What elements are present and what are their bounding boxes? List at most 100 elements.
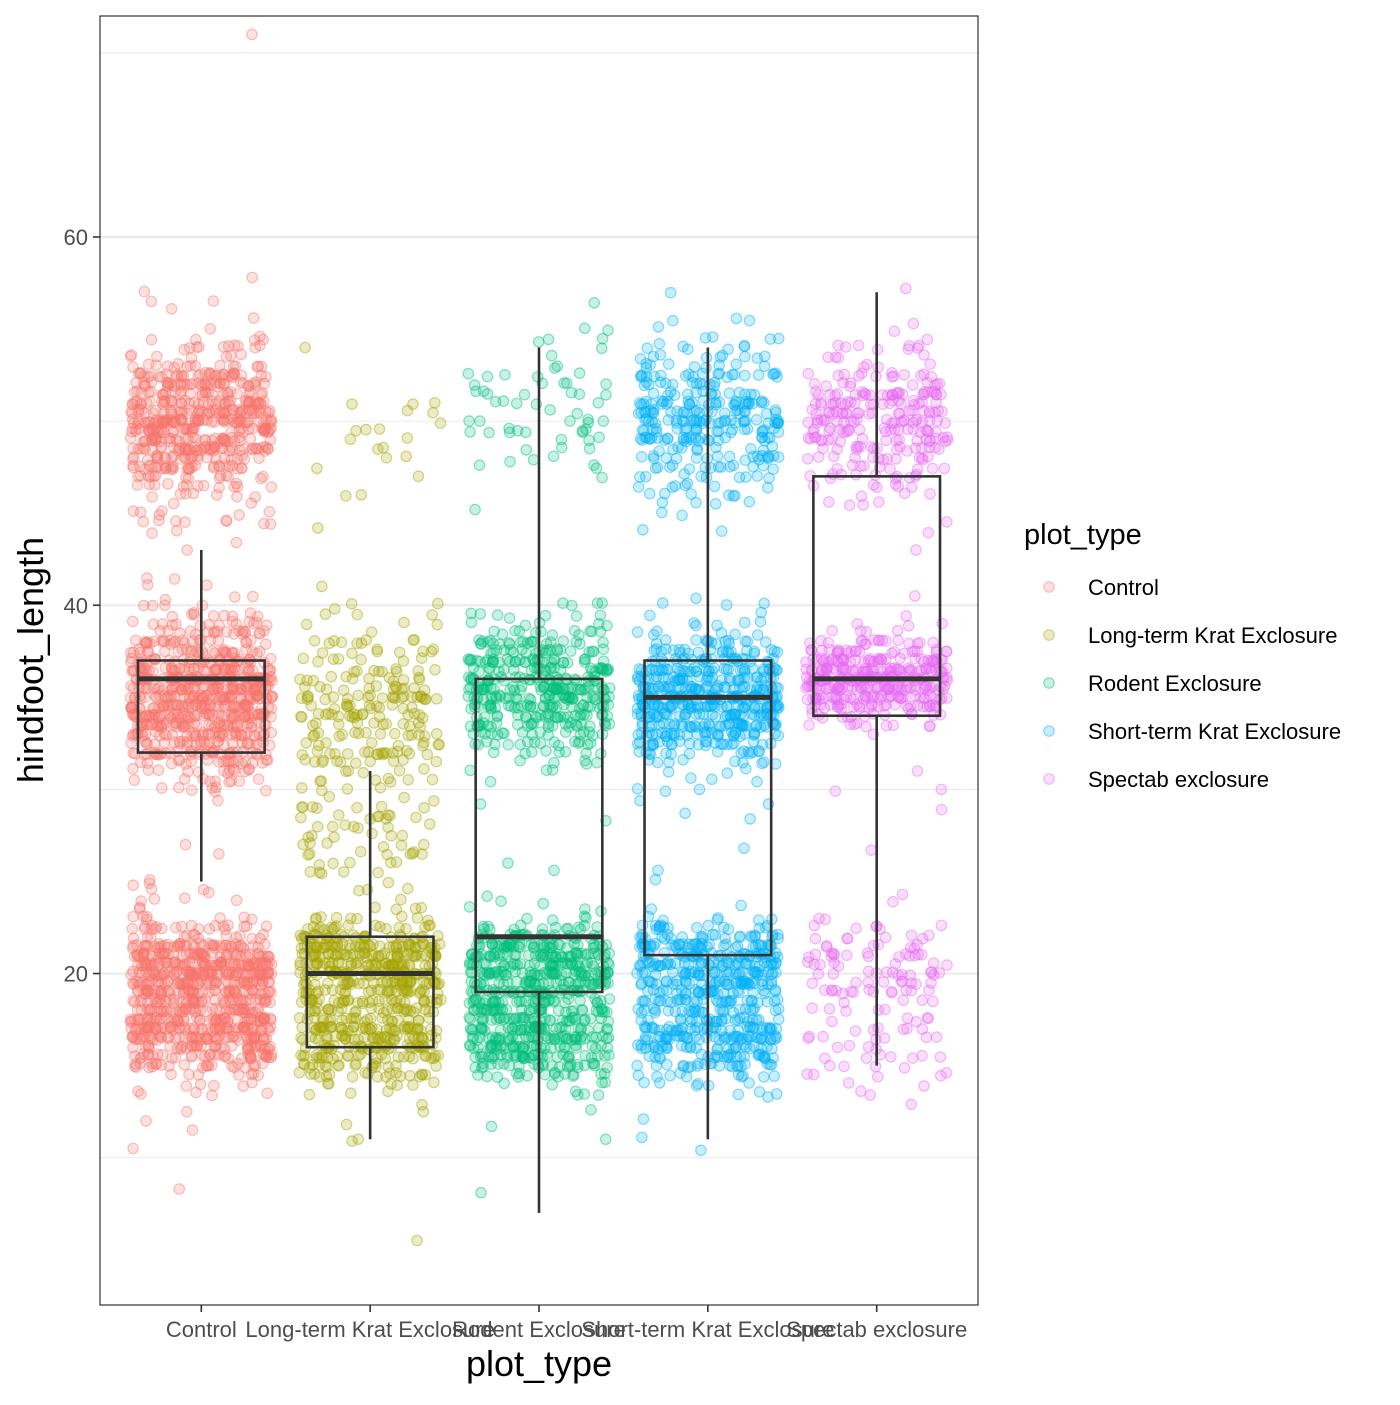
data-point <box>135 952 145 962</box>
data-point <box>173 941 183 951</box>
data-point <box>768 369 778 379</box>
data-point <box>482 371 492 381</box>
data-point <box>300 342 310 352</box>
data-point <box>649 453 659 463</box>
data-point <box>675 736 685 746</box>
data-point <box>469 380 479 390</box>
data-point <box>715 352 725 362</box>
data-point <box>139 286 149 296</box>
data-point <box>464 902 474 912</box>
data-point <box>474 460 484 470</box>
data-point <box>432 729 442 739</box>
data-point <box>139 750 149 760</box>
data-point <box>429 796 439 806</box>
data-point <box>150 691 160 701</box>
data-point <box>641 472 651 482</box>
data-point <box>297 712 307 722</box>
data-point <box>337 1003 347 1013</box>
data-point <box>376 801 386 811</box>
data-point <box>399 792 409 802</box>
data-point <box>240 710 250 720</box>
data-point <box>295 930 305 940</box>
data-point <box>494 1034 504 1044</box>
data-point <box>555 975 565 985</box>
data-point <box>709 381 719 391</box>
data-point <box>396 840 406 850</box>
data-point <box>544 690 554 700</box>
data-point <box>330 749 340 759</box>
data-point <box>387 700 397 710</box>
data-point <box>136 368 146 378</box>
data-point <box>597 472 607 482</box>
data-point <box>317 1022 327 1032</box>
data-point <box>741 472 751 482</box>
data-point <box>586 1105 596 1115</box>
data-point <box>512 398 522 408</box>
data-point <box>548 701 558 711</box>
data-point <box>255 340 265 350</box>
data-point <box>757 396 767 406</box>
data-point <box>302 619 312 629</box>
data-point <box>693 701 703 711</box>
data-point <box>428 408 438 418</box>
data-point <box>339 867 349 877</box>
data-point <box>405 849 415 859</box>
data-point <box>727 653 737 663</box>
data-point <box>540 1070 550 1080</box>
data-point <box>370 775 380 785</box>
data-point <box>740 352 750 362</box>
data-point <box>417 653 427 663</box>
data-point <box>179 379 189 389</box>
data-point <box>744 497 754 507</box>
data-point <box>707 774 717 784</box>
data-point <box>197 683 207 693</box>
data-point <box>370 902 380 912</box>
data-point <box>760 351 770 361</box>
data-point <box>347 399 357 409</box>
data-point <box>312 463 322 473</box>
data-point <box>742 637 752 647</box>
data-point <box>674 675 684 685</box>
data-point <box>142 455 152 465</box>
data-point <box>721 664 731 674</box>
data-point <box>381 924 391 934</box>
data-point <box>231 619 241 629</box>
data-point <box>589 460 599 470</box>
data-point <box>663 415 673 425</box>
data-point <box>751 415 761 425</box>
data-point <box>297 783 307 793</box>
data-point <box>166 1069 176 1079</box>
data-point <box>499 1078 509 1088</box>
data-point <box>663 767 673 777</box>
data-point <box>213 795 223 805</box>
data-point <box>641 396 651 406</box>
data-point <box>552 361 562 371</box>
data-point <box>657 497 667 507</box>
data-point <box>504 423 514 433</box>
data-point <box>328 821 338 831</box>
data-point <box>147 492 157 502</box>
data-point <box>175 755 185 765</box>
data-point <box>356 654 366 664</box>
data-point <box>350 727 360 737</box>
data-point <box>495 1025 505 1035</box>
data-point <box>298 653 308 663</box>
data-point <box>391 904 401 914</box>
data-point <box>218 379 228 389</box>
data-point <box>412 913 422 923</box>
data-point <box>229 629 239 639</box>
data-point <box>503 740 513 750</box>
data-point <box>128 1143 138 1153</box>
data-point <box>599 1069 609 1079</box>
data-point <box>711 400 721 410</box>
data-point <box>654 720 664 730</box>
data-point <box>431 756 441 766</box>
data-point <box>691 497 701 507</box>
data-point <box>352 609 362 619</box>
data-point <box>577 1005 587 1015</box>
data-point <box>158 700 168 710</box>
data-point <box>752 471 762 481</box>
data-point <box>334 719 344 729</box>
data-point <box>771 682 781 692</box>
data-point <box>353 690 363 700</box>
